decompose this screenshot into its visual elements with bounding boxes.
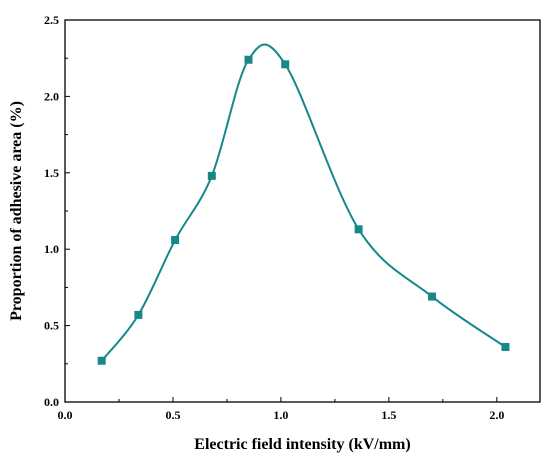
- y-tick-label: 1.5: [44, 166, 59, 180]
- data-point: [171, 236, 180, 245]
- data-point: [244, 55, 253, 64]
- axes: [64, 19, 541, 403]
- plot-frame: [64, 19, 541, 403]
- y-tick-label: 0.0: [44, 395, 59, 409]
- y-tick-label: 2.5: [44, 13, 59, 27]
- y-tick-label: 1.0: [44, 242, 59, 256]
- series-curve: [100, 43, 507, 362]
- ticks: 0.0 0.5 1.0 1.5 2.0 0.0 0.5 1.0 1.5 2.0 2.5: [44, 13, 504, 422]
- data-point: [428, 292, 437, 301]
- x-axis-title: Electric field intensity (kV/mm): [194, 436, 410, 453]
- x-tick-label: 2.0: [489, 408, 504, 422]
- x-tick-label: 1.0: [273, 408, 288, 422]
- data-point: [354, 225, 363, 234]
- data-point: [501, 342, 510, 351]
- series-markers: [97, 55, 510, 365]
- y-tick-label: 0.5: [44, 319, 59, 333]
- x-tick-label: 1.5: [381, 408, 396, 422]
- data-point: [97, 356, 106, 365]
- data-point: [207, 171, 216, 180]
- data-point: [134, 310, 143, 319]
- x-tick-label: 0.0: [58, 408, 73, 422]
- data-point: [281, 60, 290, 69]
- x-tick-label: 0.5: [165, 408, 180, 422]
- y-tick-label: 2.0: [44, 89, 59, 103]
- y-axis-title: Proportion of adhesive area (%): [8, 101, 25, 321]
